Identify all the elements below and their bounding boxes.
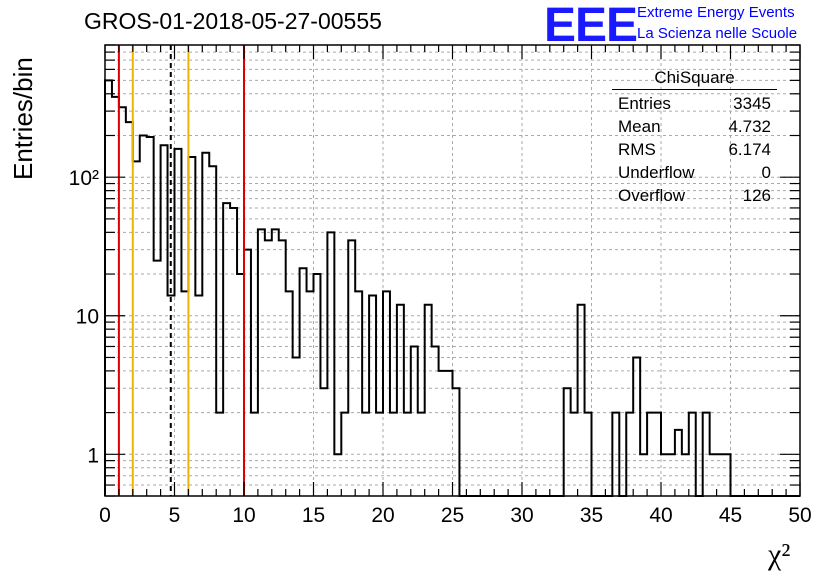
stats-value: 126 xyxy=(742,186,771,205)
logo-line-1: Extreme Energy Events xyxy=(637,4,795,21)
x-tick-label: 40 xyxy=(649,504,672,527)
stats-value: 4.732 xyxy=(728,117,771,136)
stats-row: Underflow 0 xyxy=(612,161,777,184)
x-tick-label: 0 xyxy=(99,504,111,527)
x-axis-label: χ² xyxy=(768,538,791,571)
y-axis-label: Entries/bin xyxy=(8,57,38,180)
x-tick-label: 45 xyxy=(719,504,742,527)
x-tick-label: 30 xyxy=(510,504,533,527)
stats-value: 0 xyxy=(761,163,771,182)
eee-logo: EEE xyxy=(544,0,638,52)
stats-value: 6.174 xyxy=(728,140,771,159)
stats-label: Mean xyxy=(618,117,661,136)
x-tick-label: 25 xyxy=(441,504,464,527)
stats-row: Mean 4.732 xyxy=(612,115,777,138)
y-tick-label: 1 xyxy=(87,444,99,467)
x-tick-label: 5 xyxy=(169,504,181,527)
x-tick-label: 20 xyxy=(371,504,394,527)
x-tick-label: 10 xyxy=(232,504,255,527)
stats-label: Underflow xyxy=(618,163,695,182)
stats-title: ChiSquare xyxy=(612,68,777,90)
stats-row: Overflow 126 xyxy=(612,184,777,207)
stats-box: ChiSquare Entries 3345 Mean 4.732 RMS 6.… xyxy=(612,68,777,207)
stats-label: Entries xyxy=(618,94,671,113)
x-tick-label: 35 xyxy=(580,504,603,527)
stats-value: 3345 xyxy=(733,94,771,113)
logo-line-2: La Scienza nelle Scuole xyxy=(637,25,798,42)
stats-label: Overflow xyxy=(618,186,686,205)
y-tick-label: 10² xyxy=(69,167,99,190)
x-tick-label: 15 xyxy=(302,504,325,527)
x-tick-label: 50 xyxy=(788,504,811,527)
stats-label: RMS xyxy=(618,140,656,159)
plot-title: GROS-01-2018-05-27-00555 xyxy=(84,8,382,34)
y-tick-label: 10 xyxy=(76,306,99,329)
histogram-outline xyxy=(104,79,800,497)
stats-row: RMS 6.174 xyxy=(612,138,777,161)
stats-row: Entries 3345 xyxy=(612,92,777,115)
